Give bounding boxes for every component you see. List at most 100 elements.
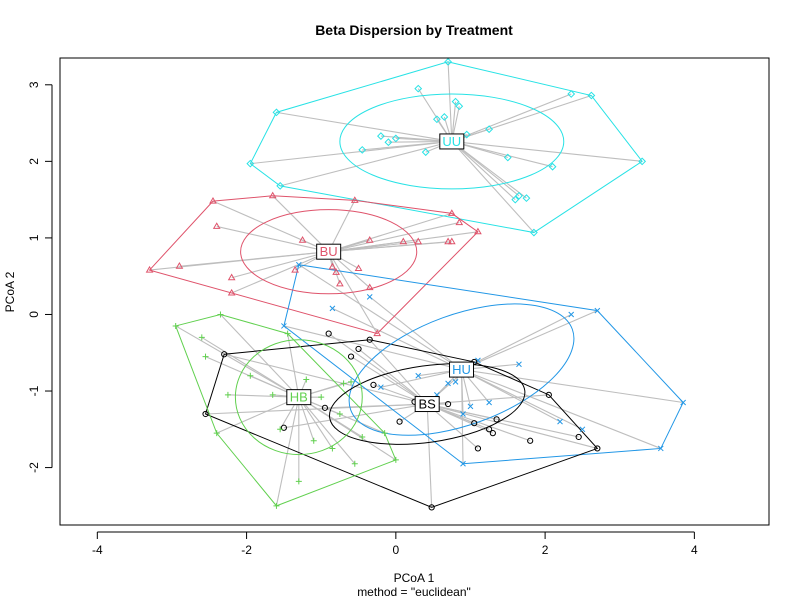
point-hu	[557, 418, 563, 425]
centroid-label-bu: BU	[320, 244, 338, 259]
point-hu	[452, 378, 459, 385]
point-uu	[462, 130, 471, 139]
spoke-hu	[298, 264, 462, 371]
ellipse-hb	[234, 339, 363, 456]
point-hb	[247, 372, 254, 379]
point-uu	[451, 97, 460, 106]
point-hu	[475, 357, 481, 364]
spoke-hb	[298, 396, 333, 449]
point-hu	[378, 384, 384, 391]
x-axis-sublabel: method = "euclidean"	[357, 585, 471, 599]
y-tick-label: 0	[27, 311, 41, 318]
point-bu	[227, 273, 236, 281]
spoke-hu	[369, 296, 462, 371]
dispersion-ellipses	[234, 93, 575, 456]
point-bs	[444, 400, 452, 408]
point-uu	[638, 157, 647, 166]
point-bu	[455, 218, 464, 226]
point-hb	[303, 376, 310, 383]
sample-points	[145, 57, 687, 511]
point-bu	[227, 288, 236, 296]
point-hb	[284, 330, 291, 337]
spoke-uu	[451, 140, 553, 168]
y-tick-label: -2	[27, 462, 41, 473]
point-hu	[594, 307, 601, 314]
spoke-hu	[332, 307, 462, 371]
point-bu	[414, 237, 423, 245]
point-uu	[276, 181, 285, 190]
point-hu	[415, 372, 422, 379]
spoke-bs	[224, 353, 428, 405]
spoke-uu	[451, 141, 535, 233]
point-bs	[202, 410, 209, 418]
centroid-label-hb: HB	[290, 390, 308, 405]
point-uu	[377, 132, 385, 140]
ellipse-bu	[240, 209, 418, 295]
spoke-bu	[216, 225, 329, 253]
point-hb	[348, 378, 355, 385]
point-uu	[358, 145, 367, 154]
point-bs	[594, 445, 601, 452]
point-hu	[568, 311, 575, 318]
point-bs	[355, 345, 362, 353]
point-hu	[281, 323, 287, 329]
point-hb	[172, 322, 179, 329]
point-bs	[545, 391, 552, 398]
spoke-uu	[451, 93, 572, 142]
point-bu	[291, 265, 299, 273]
point-bs	[321, 404, 329, 411]
spoke-bs	[324, 403, 428, 409]
point-hu	[516, 361, 522, 368]
point-bu	[209, 196, 217, 204]
x-tick-label: 4	[691, 543, 698, 557]
point-hb	[224, 391, 231, 398]
spoke-hb	[275, 397, 300, 506]
point-hu	[460, 411, 466, 417]
point-hb	[295, 478, 302, 485]
spoke-uu	[280, 140, 452, 187]
spoke-bu	[328, 212, 452, 253]
point-bs	[366, 336, 373, 343]
centroid-label-uu: UU	[442, 134, 461, 149]
point-bu	[447, 237, 456, 245]
point-hb	[277, 426, 284, 433]
spoke-bs	[427, 403, 598, 449]
point-bs	[428, 504, 435, 511]
point-bs	[493, 416, 500, 423]
point-uu	[511, 195, 520, 204]
centroid-box-uu	[439, 133, 465, 150]
point-hu	[486, 399, 492, 406]
point-uu	[421, 148, 430, 157]
spoke-uu	[447, 61, 453, 142]
spoke-uu	[451, 140, 643, 162]
point-uu	[567, 90, 576, 98]
spoke-hu	[283, 325, 462, 371]
point-hb	[340, 380, 347, 387]
point-bs	[325, 330, 332, 337]
x-tick-label: -4	[92, 543, 103, 557]
spoke-hu	[380, 369, 462, 388]
point-hu	[579, 426, 586, 433]
spoke-uu	[451, 141, 520, 197]
point-uu	[432, 115, 441, 124]
point-hb	[310, 437, 317, 444]
point-hb	[359, 433, 366, 440]
point-bu	[447, 209, 456, 216]
point-hb	[217, 311, 224, 318]
point-hu	[680, 399, 687, 406]
spoke-hb	[220, 314, 300, 398]
y-axis: -2 -1 0 1 2 3	[27, 81, 53, 473]
spoke-bu	[231, 251, 329, 279]
point-bu	[298, 236, 307, 243]
point-bu	[328, 262, 337, 270]
centroid-box-bs	[414, 396, 440, 413]
point-uu	[530, 228, 538, 237]
point-hb	[273, 502, 280, 509]
point-bu	[365, 283, 374, 291]
point-bs	[471, 420, 478, 427]
point-uu	[548, 162, 557, 171]
point-bs	[280, 424, 287, 431]
spoke-hu	[461, 310, 598, 371]
spoke-uu	[451, 141, 516, 201]
